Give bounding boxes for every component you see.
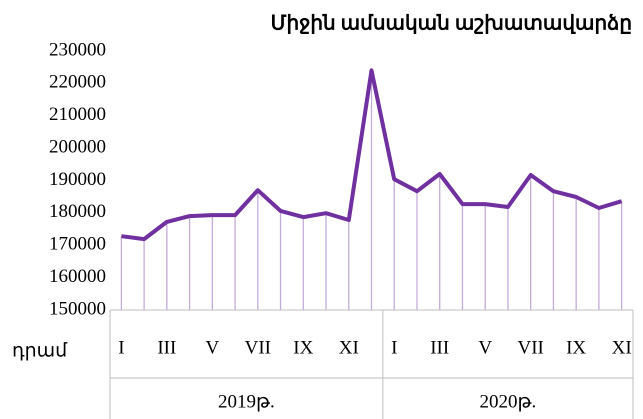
x-tick-label: IX — [293, 337, 313, 358]
x-tick-label: III — [430, 337, 449, 358]
group-label: 2019թ. — [218, 391, 275, 412]
y-tick-label: 230000 — [49, 39, 106, 60]
x-tick-label: III — [157, 337, 176, 358]
x-tick-label: VII — [517, 337, 543, 358]
x-tick-label: XI — [612, 337, 632, 358]
x-tick-label: I — [118, 337, 124, 358]
x-tick-label: I — [391, 337, 397, 358]
y-unit-label: դրամ — [12, 340, 68, 361]
y-tick-label: 180000 — [49, 201, 106, 222]
x-tick-label: V — [478, 337, 492, 358]
chart-title: Միջին ամսական աշխատավարձը — [271, 13, 632, 35]
x-tick-label: V — [205, 337, 219, 358]
y-tick-label: 190000 — [49, 169, 106, 190]
x-tick-label: IX — [566, 337, 586, 358]
line-series — [121, 68, 623, 242]
x-tick-label: XI — [339, 337, 359, 358]
y-tick-label: 170000 — [49, 234, 106, 255]
group-label: 2020թ. — [480, 391, 537, 412]
y-tick-label: 160000 — [49, 266, 106, 287]
y-tick-label: 210000 — [49, 104, 106, 125]
y-tick-label: 200000 — [49, 136, 106, 157]
y-tick-label: 220000 — [49, 72, 106, 93]
y-tick-label: 150000 — [49, 298, 106, 319]
x-tick-label: VII — [245, 337, 271, 358]
